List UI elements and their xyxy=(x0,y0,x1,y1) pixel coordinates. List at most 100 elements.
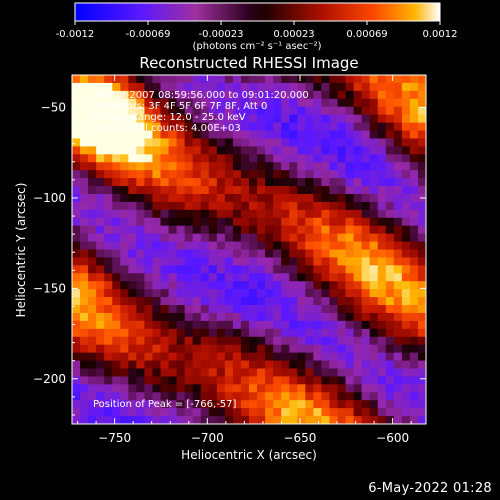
heatmap-cell xyxy=(393,162,403,171)
heatmap-cell xyxy=(160,162,170,171)
heatmap-cell xyxy=(120,360,129,370)
heatmap-cell xyxy=(249,225,258,235)
heatmap-cell xyxy=(104,209,113,219)
heatmap-cell xyxy=(297,178,306,187)
heatmap-cell xyxy=(136,273,146,282)
heatmap-cell xyxy=(208,392,218,401)
heatmap-cell xyxy=(232,289,242,298)
heatmap-cell xyxy=(160,416,170,424)
heatmap-cell xyxy=(120,352,129,362)
heatmap-cell xyxy=(120,75,129,84)
heatmap-cell xyxy=(385,281,395,290)
heatmap-cell xyxy=(192,75,202,84)
heatmap-cell xyxy=(80,289,89,298)
heatmap-cell xyxy=(192,289,202,298)
heatmap-cell xyxy=(313,138,323,147)
heatmap-cell xyxy=(345,384,355,393)
footer-timestamp: 6-May-2022 01:28 xyxy=(368,481,492,496)
heatmap-cell xyxy=(297,82,306,92)
heatmap-cell xyxy=(168,82,178,92)
heatmap-cell xyxy=(152,392,162,401)
heatmap-cell xyxy=(257,154,266,163)
heatmap-cell xyxy=(184,241,194,251)
heatmap-cell xyxy=(112,392,121,401)
heatmap-cell xyxy=(257,170,266,179)
heatmap-cell xyxy=(257,344,266,354)
heatmap-cell xyxy=(289,106,298,116)
heatmap-cell xyxy=(353,320,363,330)
heatmap-cell xyxy=(337,400,347,409)
heatmap-cell xyxy=(321,384,331,393)
heatmap-cell xyxy=(144,368,154,378)
heatmap-cell xyxy=(96,193,105,203)
heatmap-cell xyxy=(200,408,210,417)
heatmap-cell xyxy=(345,249,355,259)
heatmap-cell xyxy=(144,273,154,282)
heatmap-cell xyxy=(200,106,210,116)
heatmap-cell xyxy=(289,146,298,155)
plot-frame xyxy=(71,74,427,425)
heatmap-cell xyxy=(176,209,186,219)
heatmap-cell xyxy=(281,257,290,266)
heatmap-cell xyxy=(361,312,371,322)
heatmap-cell xyxy=(257,408,266,417)
heatmap-cell xyxy=(88,241,97,251)
heatmap-cell xyxy=(176,344,186,354)
heatmap-cell xyxy=(224,146,234,155)
heatmap-cell xyxy=(176,305,186,314)
heatmap-cell xyxy=(289,305,298,314)
heatmap-cell xyxy=(216,75,226,84)
heatmap-cell xyxy=(80,82,89,92)
heatmap-cell xyxy=(88,138,97,147)
heatmap-cell xyxy=(361,98,371,108)
heatmap-cell xyxy=(345,114,355,124)
heatmap-cell xyxy=(313,162,323,171)
heatmap-cell xyxy=(353,201,363,211)
heatmap-cell xyxy=(401,392,411,401)
heatmap-cell xyxy=(240,297,250,306)
heatmap-cell xyxy=(216,273,226,282)
heatmap-cell xyxy=(208,225,218,235)
heatmap-cell xyxy=(337,106,347,116)
heatmap-cell xyxy=(313,241,323,251)
heatmap-cell xyxy=(88,352,97,362)
heatmap-cell xyxy=(72,75,81,84)
heatmap-cell xyxy=(281,209,290,219)
heatmap-cell xyxy=(265,328,274,338)
heatmap-cell xyxy=(88,209,97,219)
heatmap-cell xyxy=(249,186,258,195)
heatmap-cell xyxy=(393,130,403,140)
heatmap-cell xyxy=(401,90,411,100)
heatmap-cell xyxy=(104,368,113,378)
heatmap-cell xyxy=(80,98,89,108)
heatmap-cell xyxy=(208,273,218,282)
heatmap-cell xyxy=(104,82,113,92)
heatmap-cell xyxy=(232,106,242,116)
heatmap-cell xyxy=(112,217,121,227)
heatmap-cell xyxy=(297,408,306,417)
heatmap-cell xyxy=(168,154,178,163)
heatmap-cell xyxy=(265,154,274,163)
heatmap-cell xyxy=(249,130,258,140)
heatmap-cell xyxy=(96,225,105,235)
heatmap-cell xyxy=(168,297,178,306)
heatmap-cell xyxy=(96,392,105,401)
heatmap-cell xyxy=(184,106,194,116)
heatmap-cell xyxy=(289,241,298,251)
heatmap-cell xyxy=(184,233,194,243)
heatmap-cell xyxy=(168,328,178,338)
heatmap-cell xyxy=(136,154,146,163)
heatmap-cell xyxy=(385,257,395,266)
heatmap-cell xyxy=(216,146,226,155)
heatmap-cell xyxy=(289,154,298,163)
heatmap-cell xyxy=(144,154,154,163)
heatmap-cell xyxy=(361,297,371,306)
heatmap-cell xyxy=(160,376,170,385)
heatmap-cell xyxy=(321,201,331,211)
heatmap-cell xyxy=(144,376,154,385)
heatmap-cell xyxy=(192,273,202,282)
heatmap-cell xyxy=(337,178,347,187)
heatmap-cell xyxy=(257,217,266,227)
heatmap-cell xyxy=(385,170,395,179)
heatmap-cell xyxy=(281,98,290,108)
